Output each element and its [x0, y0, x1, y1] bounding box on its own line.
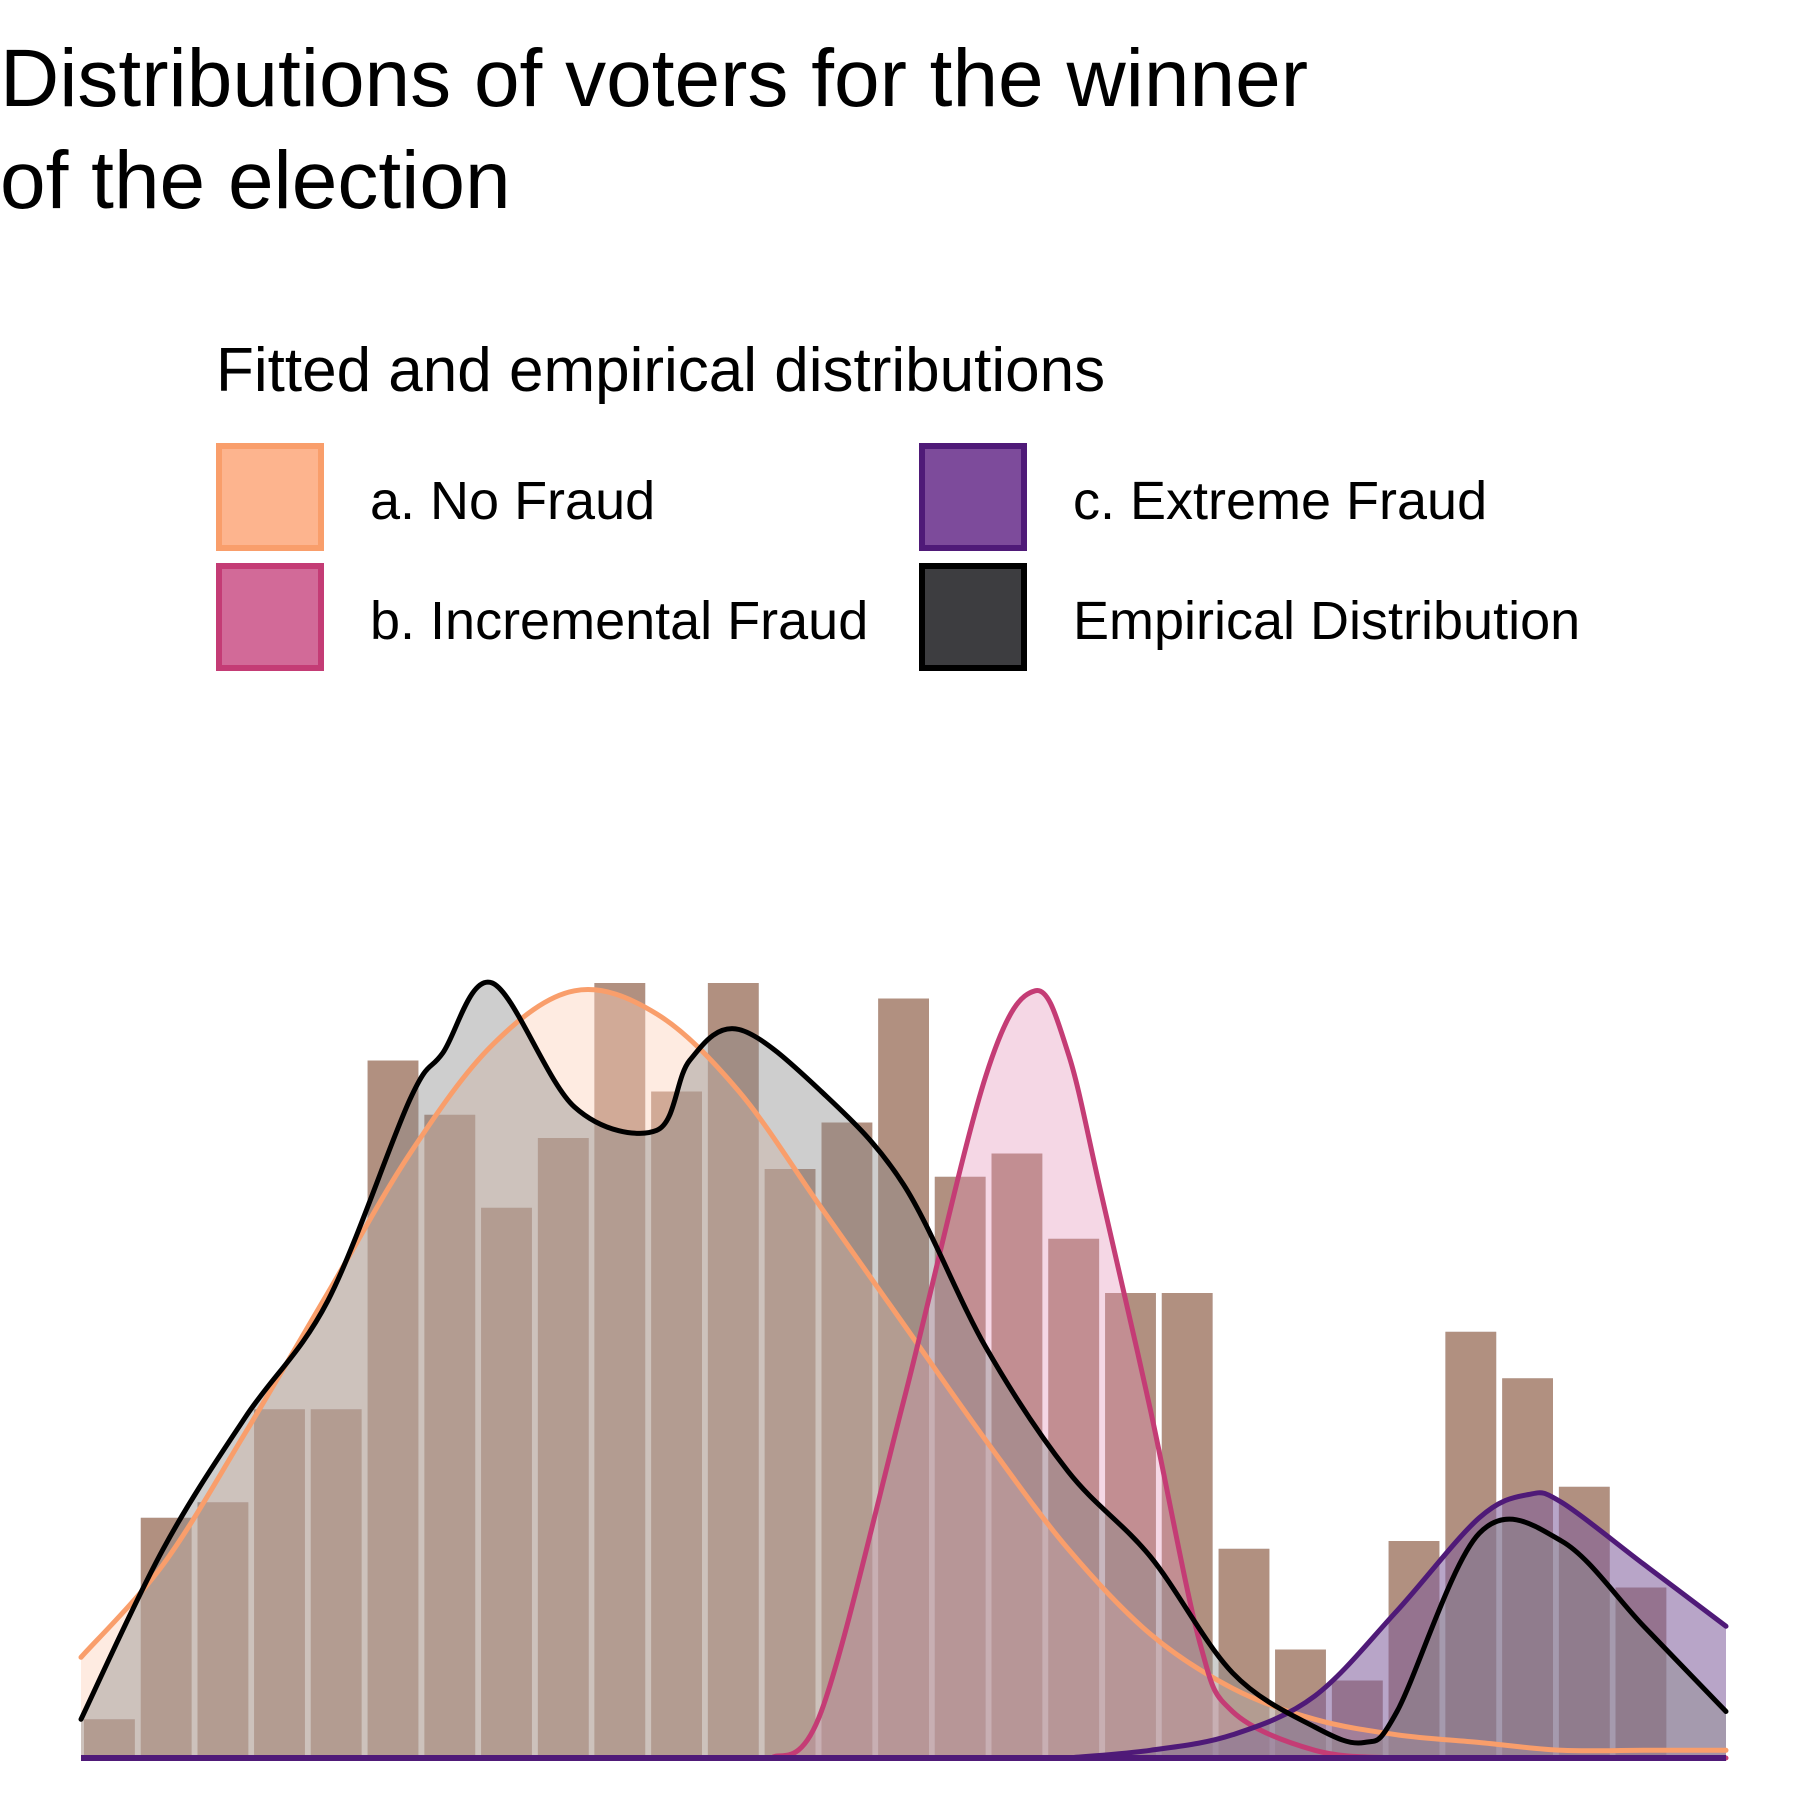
legend-label-incremental-fraud: b. Incremental Fraud — [370, 591, 869, 651]
density-lines — [78, 979, 1729, 1762]
empirical-distribution-bar-8 — [537, 1138, 589, 1758]
empirical-distribution-bar-13 — [821, 1122, 873, 1758]
legend: Fitted and empirical distributions a. No… — [216, 335, 1776, 695]
legend-item-extreme-fraud: c. Extreme Fraud — [919, 443, 1679, 561]
a-no-fraud-bar-3 — [254, 1409, 305, 1759]
a-no-fraud-area — [81, 989, 1726, 1758]
empirical-distribution-bar-7 — [481, 1207, 532, 1759]
empirical-distribution-area — [81, 982, 1726, 1758]
empirical-distribution-bar-3 — [254, 1409, 305, 1759]
legend-key-no-fraud — [216, 443, 324, 551]
a-no-fraud-bar-12 — [764, 1169, 816, 1758]
legend-title: Fitted and empirical distributions — [216, 336, 1106, 405]
empirical-distribution-bar-19 — [1161, 1293, 1213, 1758]
empirical-distribution-bar-2 — [197, 1502, 249, 1759]
a-no-fraud-bar-8 — [537, 1138, 589, 1758]
empirical-distribution-bar-4 — [310, 1409, 362, 1759]
legend-label-no-fraud: a. No Fraud — [370, 471, 656, 531]
empirical-distribution-bar-11 — [707, 983, 759, 1758]
empirical-distribution-bar-18 — [1105, 1293, 1156, 1758]
legend-item-incremental-fraud: b. Incremental Fraud — [216, 563, 896, 681]
legend-key-empirical — [919, 563, 1027, 671]
a-no-fraud-bar-15 — [934, 1176, 986, 1759]
b-incremental-fraud-area — [771, 990, 1726, 1759]
a-no-fraud-bar-19 — [1161, 1293, 1213, 1758]
empirical-distribution-bar-15 — [934, 1176, 986, 1759]
legend-label-extreme-fraud: c. Extreme Fraud — [1073, 471, 1488, 531]
a-no-fraud-bar-13 — [821, 1122, 873, 1758]
empirical-distribution-bar-6 — [424, 1114, 476, 1759]
a-no-fraud-bar-7 — [481, 1207, 532, 1759]
a-no-fraud-bar-11 — [707, 983, 759, 1758]
empirical-distribution-bar-14 — [878, 998, 929, 1758]
c-extreme-fraud-line — [1065, 1490, 1729, 1761]
empirical-distribution-line — [78, 979, 1729, 1746]
empirical-distribution-bar-0 — [84, 1719, 135, 1759]
empirical-distribution-bar-10 — [651, 1091, 702, 1758]
density-areas — [81, 982, 1726, 1759]
a-no-fraud-bar-10 — [651, 1091, 702, 1758]
chart-title-line-2: of the election — [0, 135, 511, 226]
a-no-fraud-bar-0 — [84, 1719, 135, 1759]
legend-key-incremental-fraud — [216, 563, 324, 671]
legend-item-no-fraud: a. No Fraud — [216, 443, 896, 561]
a-no-fraud-bar-2 — [197, 1502, 249, 1759]
a-no-fraud-bar-18 — [1105, 1293, 1156, 1758]
chart-title-line-1: Distributions of voters for the winner — [0, 33, 1308, 124]
a-no-fraud-bar-4 — [310, 1409, 362, 1759]
legend-item-empirical: Empirical Distribution — [919, 563, 1679, 681]
empirical-distribution-bar-9 — [594, 983, 646, 1758]
a-no-fraud-line — [78, 987, 1729, 1754]
legend-label-empirical: Empirical Distribution — [1073, 591, 1581, 651]
a-no-fraud-bar-9 — [594, 983, 646, 1758]
c-extreme-fraud-area — [1068, 1492, 1726, 1758]
chart-title: Distributions of voters for the winner o… — [0, 28, 1780, 232]
a-no-fraud-bar-6 — [424, 1114, 476, 1759]
a-no-fraud-bar-14 — [878, 998, 929, 1758]
legend-key-extreme-fraud — [919, 443, 1027, 551]
empirical-distribution-bar-12 — [764, 1169, 816, 1758]
